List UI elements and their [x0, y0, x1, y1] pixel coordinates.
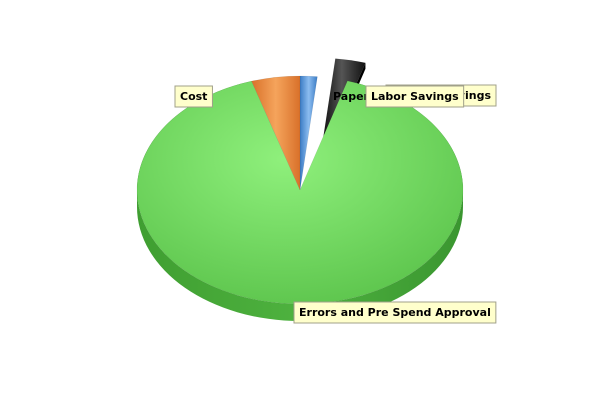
label-cost: Cost	[174, 85, 213, 108]
slice-paper-cost-savings[interactable]	[299, 75, 318, 191]
svg-text:Cost: Cost	[180, 90, 207, 103]
svg-text:Paper: Paper	[333, 90, 370, 103]
slice-cost[interactable]	[251, 75, 301, 191]
svg-text:Labor Savings: Labor Savings	[371, 90, 459, 103]
svg-text:vings: vings	[458, 89, 492, 102]
label-paper-cost-savings: Paper	[333, 90, 370, 103]
label-errors-and-pre-spend-approval: Errors and Pre Spend Approval	[293, 301, 497, 324]
label-labor-savings: Labor Savings	[365, 85, 465, 108]
svg-text:Errors and Pre Spend Approval: Errors and Pre Spend Approval	[299, 306, 491, 319]
